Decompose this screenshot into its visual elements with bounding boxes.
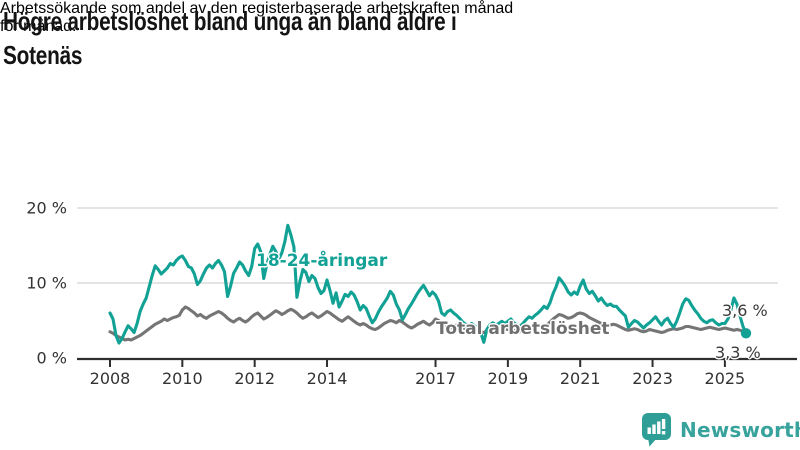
end-value-label-youth: 3,3 % bbox=[715, 343, 761, 362]
end-value-label-total: 3,6 % bbox=[722, 301, 768, 320]
series-line-youth bbox=[108, 223, 748, 345]
x-axis-tick-label: 2017 bbox=[415, 369, 456, 388]
chart-title-line2: Sotenäs bbox=[3, 40, 83, 70]
y-axis-tick-label: 0 % bbox=[37, 349, 67, 368]
newsworthy-logo: Newsworthy bbox=[640, 412, 800, 447]
bar-chart-speech-bubble-icon bbox=[642, 413, 671, 447]
x-axis-tick-label: 2023 bbox=[632, 369, 673, 388]
series-line-total bbox=[108, 305, 748, 342]
chart-subtitle-line2: för månad. bbox=[0, 18, 77, 35]
y-axis-tick-label: 10 % bbox=[26, 274, 67, 293]
x-axis-tick-label: 2012 bbox=[234, 369, 275, 388]
series-label-total: Total arbetslöshet bbox=[436, 319, 610, 339]
chart-title: Högre arbetslöshet bland unga än bland ä… bbox=[3, 4, 457, 72]
x-axis-tick-label: 2025 bbox=[705, 369, 746, 388]
x-axis-tick-label: 2014 bbox=[307, 369, 348, 388]
newsworthy-wordmark: Newsworthy bbox=[680, 417, 800, 442]
y-axis-tick-label: 20 % bbox=[26, 199, 67, 218]
x-axis-tick-label: 2021 bbox=[560, 369, 601, 388]
x-axis-tick-label: 2008 bbox=[90, 369, 131, 388]
series-end-dot bbox=[740, 328, 752, 339]
x-axis-tick-label: 2010 bbox=[162, 369, 203, 388]
chart-subtitle-line1: Arbetssökande som andel av den registerb… bbox=[0, 0, 514, 17]
chart-title-line1: Högre arbetslöshet bland unga än bland ä… bbox=[3, 6, 457, 36]
x-axis-tick-label: 2019 bbox=[488, 369, 529, 388]
series-label-youth: 18-24-åringar bbox=[256, 251, 388, 271]
